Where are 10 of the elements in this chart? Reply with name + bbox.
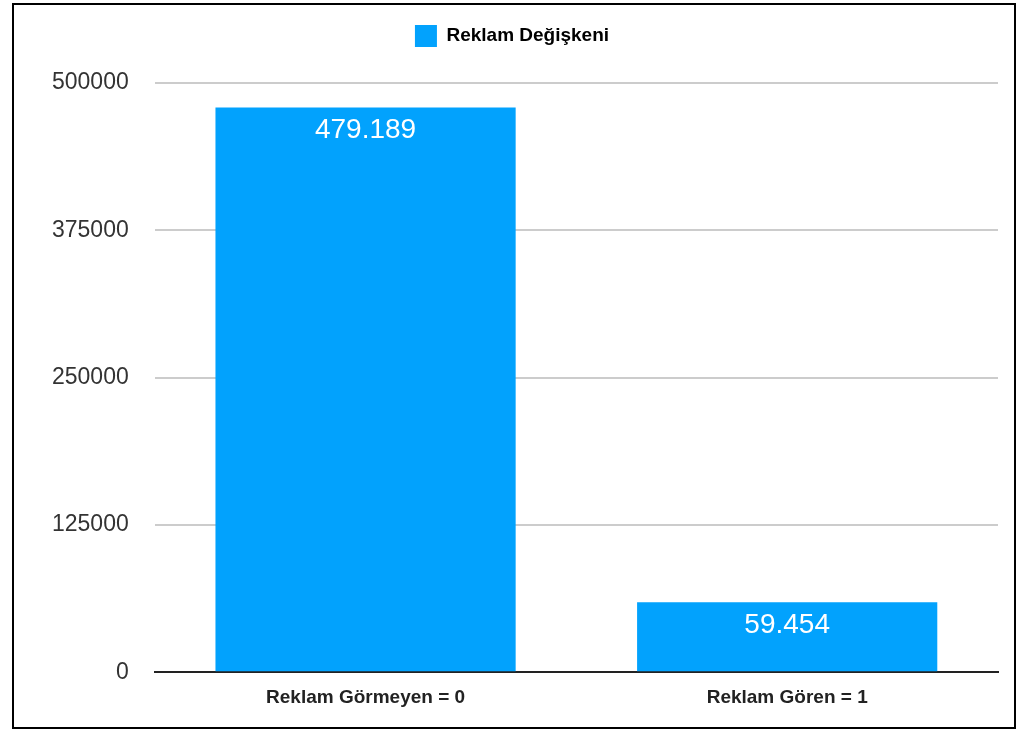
y-tick-label: 250000 xyxy=(52,362,129,389)
data-label: 479.189 xyxy=(314,113,417,145)
x-tick-label: Reklam Görmeyen = 0 xyxy=(266,685,466,707)
x-tick-label: Reklam Gören = 1 xyxy=(706,685,869,707)
y-tick-label: 375000 xyxy=(52,215,129,242)
legend-label: Reklam Değişkeni xyxy=(446,24,610,46)
data-label: 59.454 xyxy=(744,607,831,639)
y-tick-label: 500000 xyxy=(52,68,129,95)
y-tick-label: 0 xyxy=(115,657,129,684)
y-tick-label: 125000 xyxy=(52,510,129,537)
